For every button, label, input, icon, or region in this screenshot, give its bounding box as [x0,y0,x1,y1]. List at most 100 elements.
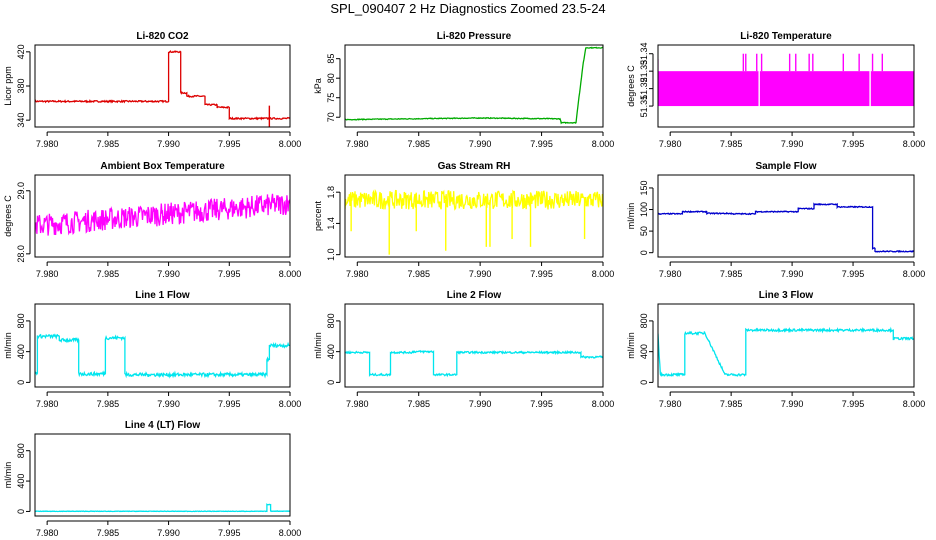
x-tick-label: 7.995 [218,269,241,279]
plot-frame [344,174,604,258]
plot-area [35,50,290,127]
x-tick-label: 7.995 [530,399,553,409]
chart-panel-7: Line 1 Flow 7.980 7.985 7.990 7.995 8.000 0 400… [3,290,301,409]
x-tick-label: 7.990 [469,139,492,149]
x-tick-label: 7.995 [218,139,241,149]
y-axis-label: percent [313,200,323,231]
y-tick-label: 0 [16,380,26,385]
chart-panel-1: Li-820 CO2 7.980 7.985 7.990 7.995 8.000 340 38… [3,31,301,149]
chart-title: Li-820 Temperature [740,31,832,42]
data-line [35,333,290,379]
x-tick-label: 8.000 [279,139,302,149]
plot-frame [34,433,291,517]
plot-area [345,349,603,378]
plot-frame [657,303,915,388]
y-tick-label: 51.32 [639,77,649,100]
x-tick-label: 7.985 [407,399,430,409]
y-tick-label: 51.33 [639,60,649,83]
y-tick-label: 28.0 [16,245,26,263]
y-tick-label: 1.4 [326,217,336,230]
plot-area [658,202,914,254]
chart-title: Line 2 Flow [447,290,502,301]
y-tick-label: 420 [16,44,26,59]
chart-title: Sample Flow [755,161,816,172]
y-tick-label: 800 [639,313,649,328]
y-tick-label: 0 [639,250,649,255]
x-tick-label: 8.000 [903,399,926,409]
y-axis-label: ml/min [3,462,13,489]
y-tick-label: 70 [326,112,336,122]
x-tick-label: 8.000 [279,269,302,279]
x-tick-label: 7.980 [659,269,682,279]
x-tick-label: 8.000 [903,269,926,279]
chart-title: Gas Stream RH [438,161,511,172]
plot-frame [344,44,604,128]
chart-title: Line 1 Flow [135,290,190,301]
chart-panel-9: Line 3 Flow 7.980 7.985 7.990 7.995 8.000 0 400… [626,290,925,409]
chart-title: Li-820 CO2 [136,31,189,42]
y-tick-label: 0 [639,380,649,385]
plot-area [345,189,603,255]
y-tick-label: 340 [16,113,26,128]
y-axis-label: degrees C [626,65,636,107]
x-tick-label: 7.995 [842,269,865,279]
chart-panel-6: Sample Flow 7.980 7.985 7.990 7.995 8.000 0 50 1… [626,161,925,279]
plot-area [35,193,290,236]
chart-title: Ambient Box Temperature [100,161,225,172]
y-tick-label: 150 [639,180,649,195]
x-tick-label: 8.000 [592,399,615,409]
plot-area [345,46,603,125]
x-tick-label: 7.990 [157,399,180,409]
page-title: SPL_090407 2 Hz Diagnostics Zoomed 23.5-… [330,1,606,16]
chart-panel-10: Line 4 (LT) Flow 7.980 7.985 7.990 7.995 8.00… [3,420,301,538]
data-band [759,71,870,107]
data-line [345,46,603,125]
x-tick-label: 7.980 [36,528,59,538]
x-tick-label: 7.985 [97,269,120,279]
x-tick-label: 8.000 [903,139,926,149]
y-axis-label: ml/min [3,332,13,359]
chart-panel-3: Li-820 Temperature 7.980 7.985 7.990 7.995 8.… [626,31,925,149]
y-tick-label: 29.0 [16,182,26,200]
y-tick-label: 1.8 [326,186,336,199]
x-tick-label: 7.985 [720,399,743,409]
y-tick-label: 100 [639,202,649,217]
x-tick-label: 7.980 [36,139,59,149]
y-axis-label: ml/min [626,203,636,230]
x-tick-label: 7.980 [659,399,682,409]
data-line [658,326,914,378]
x-tick-label: 8.000 [279,399,302,409]
y-tick-label: 51.31 [639,95,649,118]
y-tick-label: 50 [639,226,649,236]
y-tick-label: 80 [326,73,336,83]
plot-frame [34,303,291,388]
y-tick-label: 51.34 [639,42,649,65]
x-tick-label: 7.980 [36,269,59,279]
y-tick-label: 380 [16,78,26,93]
x-tick-label: 7.995 [842,399,865,409]
x-tick-label: 7.990 [781,139,804,149]
x-tick-label: 7.985 [97,528,120,538]
x-tick-label: 7.985 [97,399,120,409]
x-tick-label: 7.985 [407,139,430,149]
plot-area [35,503,290,513]
plot-area [658,326,914,378]
y-tick-label: 0 [16,509,26,514]
y-axis-label: ml/min [313,332,323,359]
x-tick-label: 8.000 [279,528,302,538]
plot-frame [657,44,915,128]
x-tick-label: 7.990 [469,399,492,409]
x-tick-label: 7.980 [659,139,682,149]
x-tick-label: 8.000 [592,139,615,149]
x-tick-label: 7.985 [97,139,120,149]
data-line [345,189,603,211]
data-line [658,202,914,254]
x-tick-label: 7.995 [218,399,241,409]
x-tick-label: 7.995 [530,269,553,279]
x-tick-label: 7.990 [781,269,804,279]
x-tick-label: 7.980 [346,139,369,149]
plot-frame [657,174,915,258]
plot-area [658,53,914,107]
x-tick-label: 7.995 [530,139,553,149]
y-axis-label: kPa [313,78,323,94]
